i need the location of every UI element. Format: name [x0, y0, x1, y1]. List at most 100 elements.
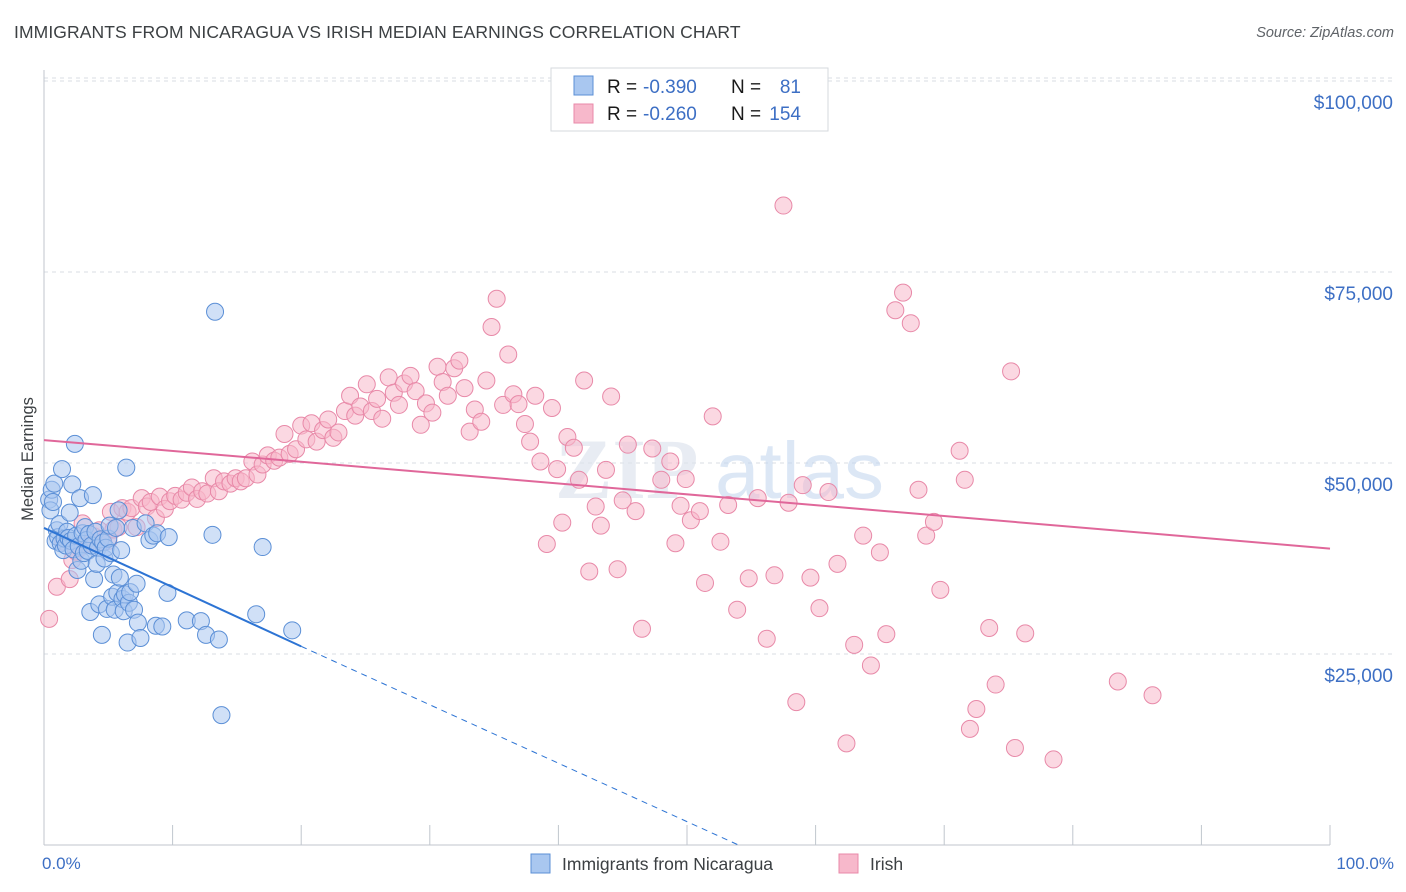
stats-legend: R = -0.390 N = 81 R = -0.260 N = 154 — [550, 67, 829, 132]
irish-point-86 — [482, 318, 501, 337]
nicaragua-point-67 — [128, 613, 147, 632]
irish-point-128 — [748, 489, 767, 508]
irish-point-162 — [1108, 672, 1127, 691]
irish-point-96 — [537, 534, 556, 553]
irish-point-136 — [810, 599, 829, 618]
y-axis-label: Median Earnings — [19, 397, 37, 521]
legend-n-label-irish: N = — [731, 104, 766, 125]
irish-point-48 — [275, 424, 294, 443]
watermark-atlas: atlas — [715, 426, 884, 515]
irish-point-160 — [1016, 624, 1035, 643]
irish-point-81 — [455, 379, 474, 398]
nicaragua-point-52 — [107, 518, 126, 537]
nicaragua-point-83 — [212, 706, 231, 725]
irish-point-110 — [613, 491, 632, 510]
irish-point-153 — [955, 470, 974, 489]
irish-point-106 — [591, 516, 610, 535]
x-ticks — [43, 825, 1331, 845]
irish-point-135 — [801, 568, 820, 587]
irish-point-104 — [580, 562, 599, 581]
trend-lines — [43, 439, 1331, 846]
irish-point-158 — [1002, 362, 1021, 381]
legend-swatch-nicaragua — [573, 75, 594, 96]
irish-point-63 — [357, 375, 376, 394]
irish-point-129 — [757, 629, 776, 648]
legend-r-value-irish: -0.260 — [643, 104, 697, 125]
irish-point-149 — [917, 526, 936, 545]
irish-point-151 — [931, 580, 950, 599]
irish-point-130 — [765, 566, 784, 585]
x-tick-label-min: 0.0% — [42, 854, 81, 873]
irish-points — [40, 196, 1162, 769]
irish-point-0 — [40, 609, 59, 628]
irish-point-143 — [870, 543, 889, 562]
irish-point-98 — [548, 460, 567, 479]
irish-point-139 — [837, 734, 856, 753]
nicaragua-point-10 — [53, 460, 72, 479]
legend-n-label-nicaragua: N = — [731, 77, 766, 98]
irish-point-71 — [401, 366, 420, 385]
nicaragua-point-16 — [60, 503, 79, 522]
irish-point-138 — [828, 554, 847, 573]
bottom-legend-label-nicaragua: Immigrants from Nicaragua — [562, 854, 773, 874]
bottom-legend-swatch-irish — [838, 853, 859, 874]
irish-point-94 — [526, 386, 545, 405]
irish-point-113 — [632, 619, 651, 638]
irish-point-78 — [438, 386, 457, 405]
irish-point-150 — [924, 512, 943, 531]
legend-n-value-irish: 154 — [769, 104, 801, 125]
chart-title: IMMIGRANTS FROM NICARAGUA VS IRISH MEDIA… — [14, 22, 741, 42]
nicaragua-point-74 — [153, 617, 172, 636]
legend-swatch-irish — [573, 103, 594, 124]
nicaragua-point-56 — [112, 541, 131, 560]
irish-point-91 — [509, 395, 528, 414]
irish-point-123 — [703, 407, 722, 426]
irish-point-156 — [980, 619, 999, 638]
irish-point-161 — [1044, 750, 1063, 769]
irish-point-133 — [787, 693, 806, 712]
irish-point-124 — [711, 532, 730, 551]
irish-point-141 — [854, 526, 873, 545]
irish-point-115 — [652, 470, 671, 489]
irish-point-152 — [950, 441, 969, 460]
nicaragua-point-4 — [45, 474, 64, 493]
irish-point-148 — [909, 480, 928, 499]
irish-point-65 — [368, 389, 387, 408]
nicaragua-point-81 — [206, 302, 225, 321]
irish-point-92 — [515, 415, 534, 434]
nicaragua-point-86 — [283, 621, 302, 640]
irish-point-118 — [671, 496, 690, 515]
legend-r-label-irish: R = — [607, 104, 642, 125]
nicaragua-point-84 — [247, 605, 266, 624]
nicaragua-point-82 — [209, 630, 228, 649]
nicaragua-point-68 — [131, 628, 150, 647]
irish-point-84 — [472, 412, 491, 431]
nicaragua-point-66 — [127, 574, 146, 593]
nicaragua-point-34 — [83, 486, 102, 505]
irish-point-99 — [553, 513, 572, 532]
irish-point-147 — [901, 314, 920, 333]
irish-point-142 — [861, 656, 880, 675]
irish-point-117 — [666, 534, 685, 553]
irish-point-109 — [608, 560, 627, 579]
y-tick-label-25000: $25,000 — [1324, 666, 1393, 687]
legend-r-label-nicaragua: R = — [607, 77, 642, 98]
irish-point-111 — [618, 435, 637, 454]
irish-point-126 — [728, 600, 747, 619]
nicaragua-trend-extension — [300, 645, 739, 846]
irish-point-163 — [1143, 686, 1162, 705]
irish-point-67 — [379, 368, 398, 387]
irish-point-127 — [739, 569, 758, 588]
irish-point-157 — [986, 675, 1005, 694]
irish-point-119 — [676, 470, 695, 489]
irish-point-85 — [477, 371, 496, 390]
irish-point-131 — [774, 196, 793, 215]
irish-point-114 — [643, 439, 662, 458]
nicaragua-points — [40, 302, 302, 725]
legend-n-value-nicaragua: 81 — [780, 77, 801, 98]
nicaragua-point-3 — [44, 492, 63, 511]
gridlines — [44, 77, 1392, 655]
bottom-legend-label-irish: Irish — [870, 854, 903, 874]
bottom-legend-swatch-nicaragua — [530, 853, 551, 874]
